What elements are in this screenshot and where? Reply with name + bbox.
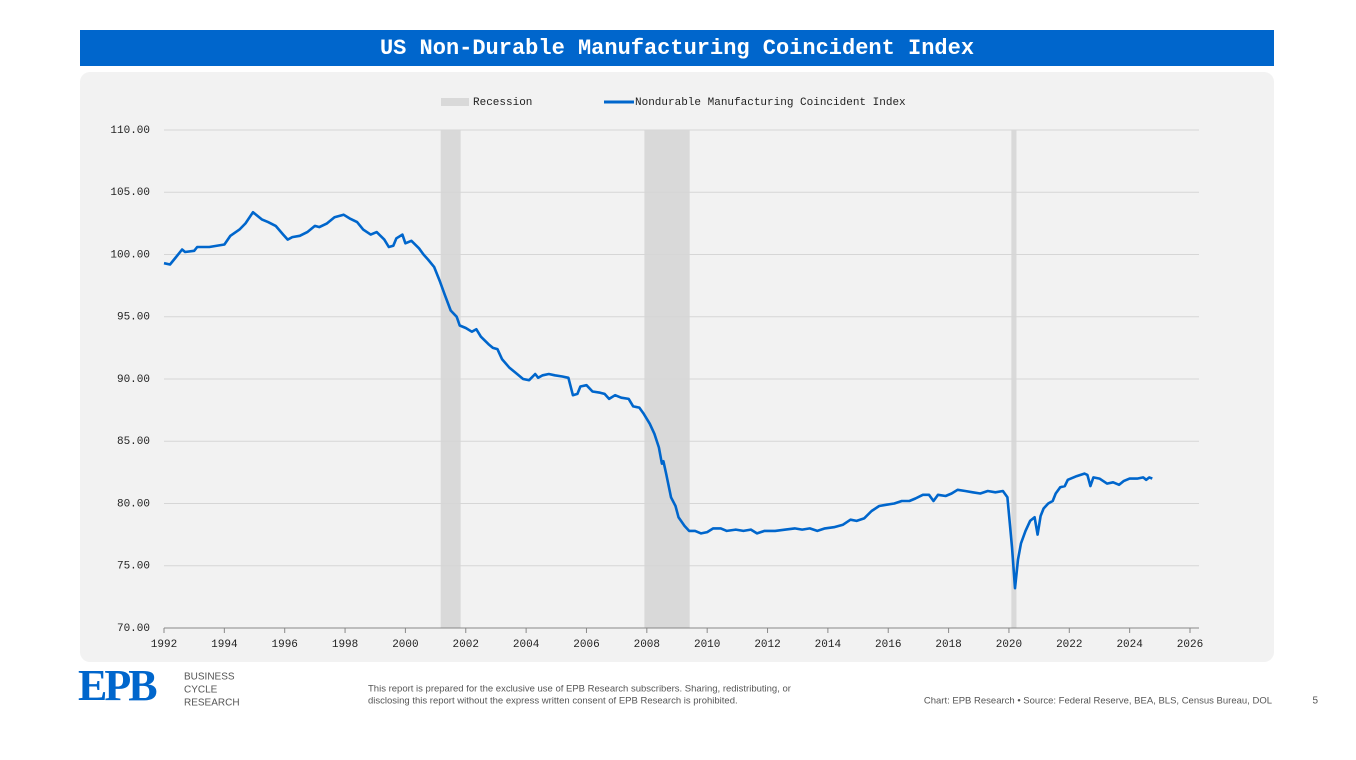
logo: EPB (78, 661, 157, 710)
y-tick-label: 75.00 (117, 561, 150, 573)
y-tick-label: 110.00 (110, 125, 150, 137)
x-tick-label: 2018 (935, 639, 961, 651)
x-tick-label: 1998 (332, 639, 358, 651)
y-tick-label: 95.00 (117, 312, 150, 324)
x-tick-label: 2008 (634, 639, 660, 651)
legend-label: Nondurable Manufacturing Coincident Inde… (635, 97, 906, 109)
disclaimer: disclosing this report without the expre… (368, 696, 738, 707)
legend-swatch (441, 98, 469, 106)
x-tick-label: 2020 (996, 639, 1022, 651)
y-tick-label: 90.00 (117, 374, 150, 386)
y-tick-label: 85.00 (117, 436, 150, 448)
x-tick-label: 1996 (272, 639, 298, 651)
x-tick-label: 2014 (815, 639, 842, 651)
x-tick-label: 2006 (573, 639, 599, 651)
x-tick-label: 2002 (453, 639, 479, 651)
x-tick-label: 2022 (1056, 639, 1082, 651)
x-tick-label: 1994 (211, 639, 238, 651)
x-tick-label: 2012 (754, 639, 780, 651)
x-tick-label: 2010 (694, 639, 720, 651)
x-tick-label: 2016 (875, 639, 901, 651)
y-tick-label: 80.00 (117, 498, 150, 510)
legend-label: Recession (473, 97, 532, 109)
x-tick-label: 2026 (1177, 639, 1203, 651)
title-bar (80, 30, 1274, 66)
y-tick-label: 100.00 (110, 249, 150, 261)
source: Chart: EPB Research • Source: Federal Re… (924, 696, 1272, 707)
tagline: BUSINESS (184, 672, 235, 683)
disclaimer: This report is prepared for the exclusiv… (368, 684, 791, 695)
x-tick-label: 2024 (1116, 639, 1143, 651)
x-tick-label: 2000 (392, 639, 418, 651)
y-tick-label: 70.00 (117, 623, 150, 635)
page-number: 5 (1312, 696, 1318, 707)
tagline: CYCLE (184, 685, 218, 696)
tagline: RESEARCH (184, 698, 240, 709)
x-tick-label: 2004 (513, 639, 540, 651)
x-tick-label: 1992 (151, 639, 177, 651)
series-line (163, 210, 1153, 590)
chart-title: US Non-Durable Manufacturing Coincident … (380, 36, 974, 61)
y-tick-label: 105.00 (110, 187, 150, 199)
plot: 70.00 75.00 80.00 85.00 90.00 95.00 100.00 105.… (110, 97, 1203, 651)
